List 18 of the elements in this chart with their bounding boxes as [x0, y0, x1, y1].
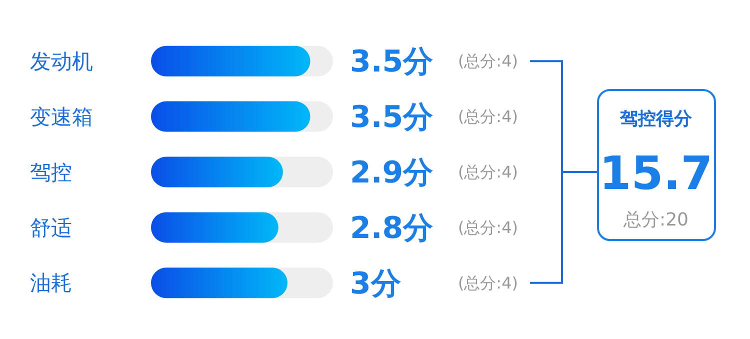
- text: (总分:4): [458, 273, 518, 292]
- text: (总分:4): [458, 218, 518, 238]
- y-tick-label: 舒适: [30, 216, 72, 240]
- text: 15.7: [599, 146, 713, 200]
- text: (总分:4): [458, 162, 518, 182]
- y-tick-label: 发动机: [30, 49, 93, 74]
- text: 总分:20: [622, 209, 688, 230]
- data-label: 3.5分: [350, 44, 434, 80]
- text: (总分:4): [458, 107, 518, 126]
- data-label: 3.5分: [350, 100, 434, 136]
- data-label: 2.9分: [350, 156, 434, 190]
- y-tick-label: 驾控: [30, 160, 72, 184]
- text: (总分:4): [458, 52, 518, 71]
- data-label: 2.8分: [350, 210, 434, 246]
- y-tick-label: 变速箱: [30, 104, 93, 129]
- y-tick-label: 油耗: [30, 271, 72, 296]
- data-label: 3分: [350, 266, 401, 302]
- text: 驾控得分: [619, 108, 693, 130]
